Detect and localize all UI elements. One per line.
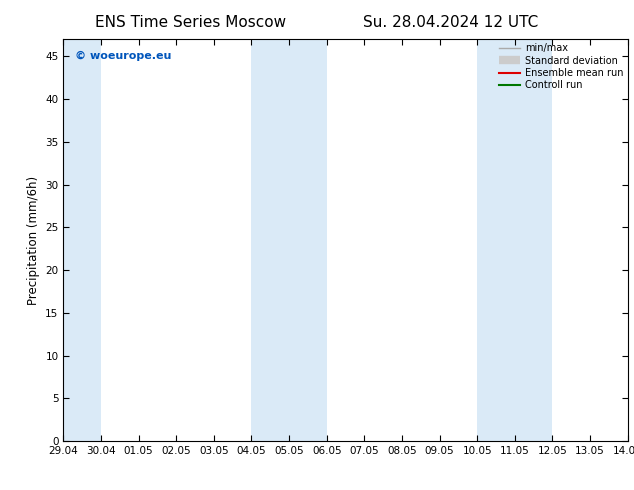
Bar — [477, 39, 552, 441]
Text: Su. 28.04.2024 12 UTC: Su. 28.04.2024 12 UTC — [363, 15, 538, 30]
Text: ENS Time Series Moscow: ENS Time Series Moscow — [94, 15, 286, 30]
Text: © woeurope.eu: © woeurope.eu — [75, 51, 171, 61]
Bar — [252, 39, 327, 441]
Bar — [63, 39, 101, 441]
Y-axis label: Precipitation (mm/6h): Precipitation (mm/6h) — [27, 175, 40, 305]
Legend: min/max, Standard deviation, Ensemble mean run, Controll run: min/max, Standard deviation, Ensemble me… — [497, 41, 626, 92]
